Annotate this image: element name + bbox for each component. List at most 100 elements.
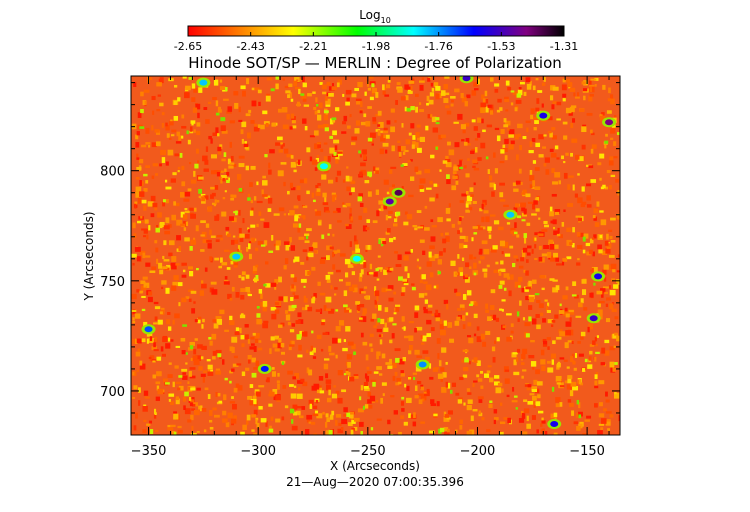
heatmap-cell <box>347 361 351 368</box>
heatmap-cell <box>339 253 346 257</box>
heatmap-cell <box>463 165 467 169</box>
heatmap-cell <box>163 259 170 262</box>
heatmap-cell <box>523 233 527 238</box>
heatmap-cell <box>537 394 541 399</box>
polarization-patch <box>385 198 394 205</box>
heatmap-cell <box>352 287 358 293</box>
heatmap-cell <box>325 373 329 379</box>
heatmap-cell <box>426 187 432 190</box>
heatmap-cell <box>591 266 598 273</box>
heatmap-cell <box>489 377 494 383</box>
heatmap-cell <box>300 93 305 96</box>
heatmap-cell <box>255 274 259 279</box>
heatmap-cell <box>278 149 284 153</box>
heatmap-cell <box>323 110 329 114</box>
heatmap-cell <box>360 385 364 391</box>
heatmap-cell <box>613 115 617 118</box>
heatmap-cell <box>618 415 620 422</box>
heatmap-cell <box>580 204 586 208</box>
heatmap-cell <box>268 403 273 407</box>
heatmap-cell <box>343 290 348 297</box>
heatmap-cell <box>467 322 472 327</box>
heatmap-cell <box>159 311 163 315</box>
heatmap-cell <box>256 313 261 318</box>
heatmap-cell <box>139 290 144 293</box>
heatmap-cell <box>490 214 496 217</box>
heatmap-cell <box>485 156 489 160</box>
heatmap-cell <box>551 104 555 110</box>
heatmap-cell <box>545 169 550 175</box>
heatmap-cell <box>504 120 511 126</box>
polarization-patch <box>589 315 598 322</box>
heatmap-cell <box>349 241 352 248</box>
heatmap-cell <box>430 327 435 332</box>
heatmap-cell <box>486 124 493 128</box>
heatmap-cell <box>554 172 561 178</box>
heatmap-cell <box>404 383 407 388</box>
heatmap-cell <box>597 430 603 435</box>
heatmap-cell <box>546 309 551 314</box>
heatmap-cell <box>290 285 297 292</box>
heatmap-cell <box>376 366 382 370</box>
heatmap-cell <box>375 399 379 403</box>
heatmap-cell <box>501 388 504 393</box>
heatmap-cell <box>398 152 402 157</box>
heatmap-cell <box>493 409 498 414</box>
heatmap-cell <box>322 91 327 95</box>
heatmap-cell <box>317 281 321 286</box>
heatmap-cell <box>477 396 484 400</box>
heatmap-cell <box>417 226 424 229</box>
heatmap-cell <box>617 190 620 194</box>
heatmap-cell <box>325 296 332 303</box>
heatmap-cell <box>230 155 234 162</box>
heatmap-cell <box>556 336 562 340</box>
chart-title: Hinode SOT/SP — MERLIN : Degree of Polar… <box>188 54 562 72</box>
heatmap-cell <box>465 262 470 268</box>
heatmap-cell <box>338 422 342 426</box>
heatmap-cell <box>160 149 166 156</box>
heatmap-cell <box>504 369 510 372</box>
heatmap-cell <box>465 137 470 143</box>
heatmap-cell <box>378 121 384 128</box>
heatmap-cell <box>518 418 525 423</box>
heatmap-cell <box>387 228 391 233</box>
heatmap-cell <box>204 267 208 272</box>
heatmap-cell <box>190 414 194 421</box>
heatmap-cell <box>523 399 528 402</box>
heatmap-cell <box>298 344 302 351</box>
heatmap-cell <box>380 318 385 325</box>
heatmap-cell <box>300 261 305 265</box>
heatmap-cell <box>284 85 289 89</box>
heatmap-cell <box>134 246 141 252</box>
heatmap-cell <box>510 90 515 93</box>
heatmap-cell <box>363 153 367 160</box>
heatmap-cell <box>136 256 141 262</box>
heatmap-cell <box>343 414 348 417</box>
heatmap-cell <box>268 250 274 253</box>
heatmap-cell <box>364 373 368 379</box>
heatmap-cell <box>465 173 470 178</box>
heatmap-cell <box>264 240 268 246</box>
heatmap-cell <box>342 121 346 125</box>
heatmap-cell <box>586 415 592 419</box>
heatmap-cell <box>338 320 345 326</box>
heatmap-cell <box>516 348 521 353</box>
heatmap-cell <box>543 77 546 82</box>
heatmap-cell <box>569 317 572 323</box>
heatmap-cell <box>391 184 395 188</box>
heatmap-cell <box>392 323 397 326</box>
heatmap-cell <box>589 86 592 92</box>
heatmap-cell <box>522 317 526 321</box>
heatmap-cell <box>532 160 537 164</box>
heatmap-cell <box>369 96 374 101</box>
heatmap-cell <box>559 331 565 337</box>
heatmap-cell <box>425 125 429 131</box>
heatmap-cell <box>311 347 316 353</box>
heatmap-cell <box>393 312 397 315</box>
heatmap-cell <box>533 405 536 409</box>
heatmap-cell <box>290 245 296 251</box>
heatmap-cell <box>477 78 480 85</box>
heatmap-cell <box>369 172 372 178</box>
colorbar-tick-label: -1.98 <box>362 40 390 53</box>
heatmap-cell <box>549 278 555 281</box>
